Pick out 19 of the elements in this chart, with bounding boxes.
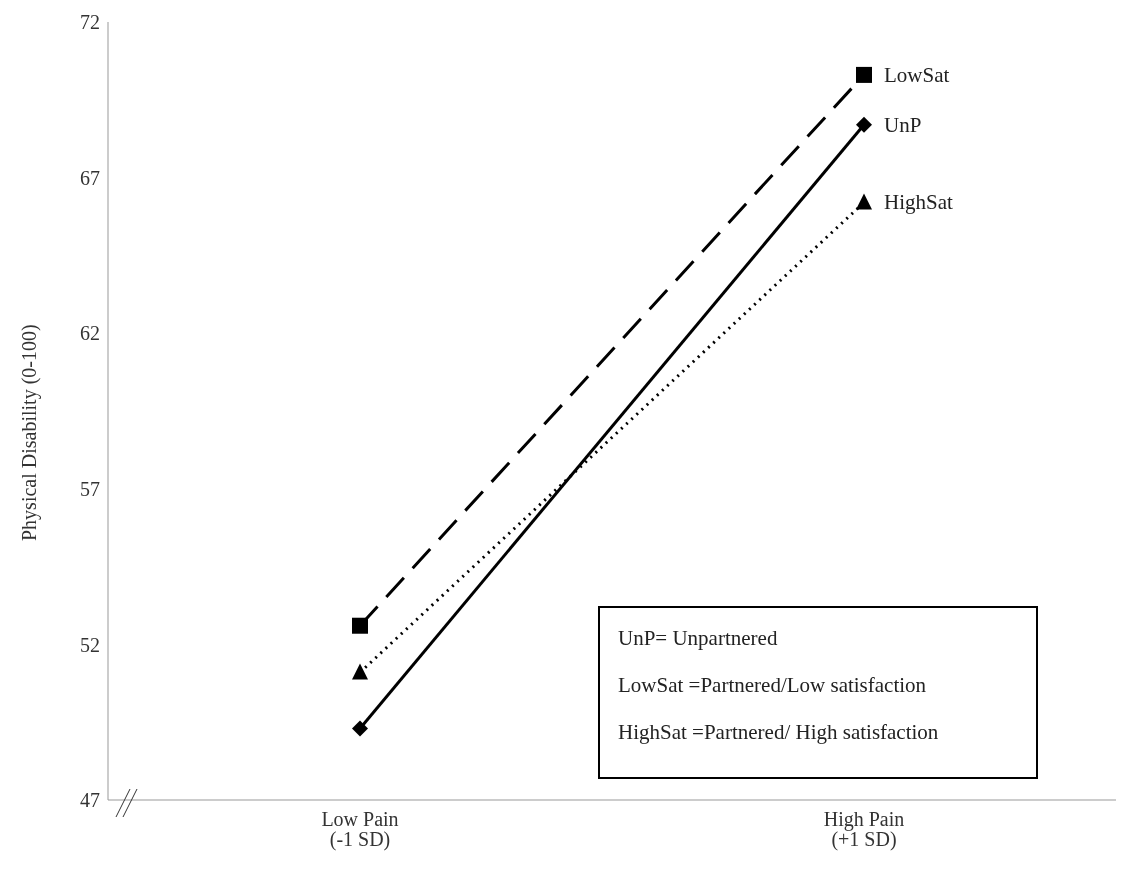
point (856, 116, 872, 133)
point (352, 720, 368, 737)
series-label: UnP (884, 112, 922, 137)
y-tick-label: 47 (80, 789, 100, 812)
y-axis-title: Physical Disability (0-100) (18, 324, 42, 541)
y-tick-label: 52 (80, 633, 100, 656)
series-label: HighSat (884, 190, 953, 215)
x-tick-label: Low Pain (-1 SD) (321, 808, 399, 851)
annotation: HighSat =Partnered/ High satisfaction (618, 720, 940, 745)
y-tick-label: 57 (80, 477, 100, 500)
annotation: LowSat =Partnered/Low satisfaction (618, 673, 928, 698)
point (352, 617, 368, 634)
series-label: LowSat (884, 62, 950, 87)
point (856, 66, 872, 83)
y-tick-label: 67 (80, 166, 100, 189)
x-tick-label: High Pain (+1 SD) (823, 808, 905, 851)
annotation: UnP= Unpartnered (618, 626, 779, 651)
y-tick-label: 72 (80, 11, 100, 34)
y-tick-label: 62 (80, 322, 100, 345)
